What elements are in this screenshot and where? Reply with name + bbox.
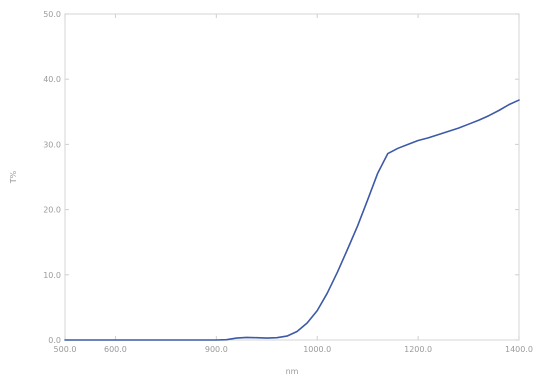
y-tick-label: 20.0 bbox=[43, 206, 61, 215]
y-tick-labels: 0.0 10.0 20.0 30.0 40.0 50.0 bbox=[43, 10, 61, 345]
plot-frame bbox=[64, 13, 520, 341]
y-tick-label: 50.0 bbox=[43, 10, 61, 19]
series-line bbox=[64, 99, 520, 341]
y-axis-label: T% bbox=[9, 170, 18, 184]
y-tick-label: 0.0 bbox=[48, 336, 61, 345]
x-tick-label: 500.0 bbox=[54, 345, 77, 354]
axis-ticks bbox=[64, 13, 520, 341]
y-tick-label: 40.0 bbox=[43, 75, 61, 84]
x-tick-label: 1000.0 bbox=[303, 345, 331, 354]
x-tick-label: 600.0 bbox=[104, 345, 127, 354]
x-axis-label: nm bbox=[286, 367, 299, 376]
y-tick-label: 30.0 bbox=[43, 140, 61, 149]
x-tick-label: 1400.0 bbox=[505, 345, 533, 354]
x-tick-label: 900.0 bbox=[205, 345, 228, 354]
x-tick-label: 1200.0 bbox=[404, 345, 432, 354]
x-tick-labels: 500.0 600.0 900.0 1000.0 1200.0 1400.0 bbox=[54, 345, 533, 354]
y-tick-label: 10.0 bbox=[43, 271, 61, 280]
